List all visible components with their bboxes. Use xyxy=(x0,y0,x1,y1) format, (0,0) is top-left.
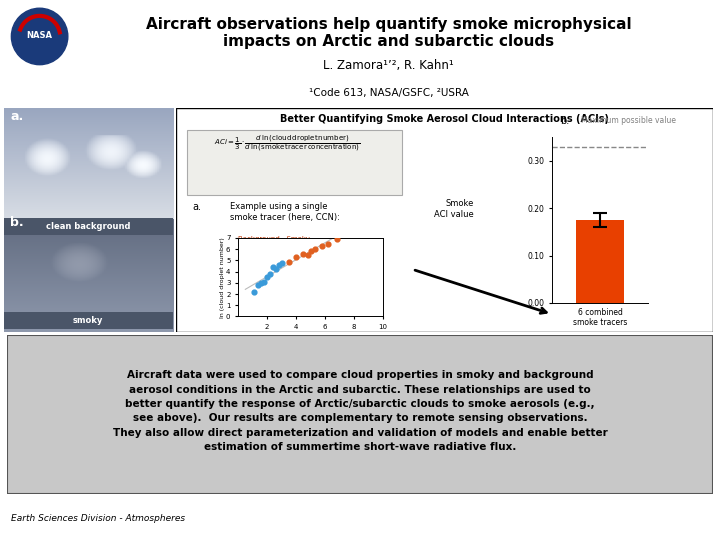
Text: a.: a. xyxy=(192,202,202,212)
Bar xyxy=(576,220,624,303)
Text: Better Quantifying Smoke Aerosol Cloud Interactions (ACIs): Better Quantifying Smoke Aerosol Cloud I… xyxy=(280,113,609,124)
Point xyxy=(297,249,309,258)
FancyBboxPatch shape xyxy=(187,130,402,195)
Point xyxy=(305,247,316,256)
Point xyxy=(302,251,313,259)
Text: Example using a single
smoke tracer (here, CCN):: Example using a single smoke tracer (her… xyxy=(230,202,340,221)
Point xyxy=(322,239,333,248)
Text: Earth Sciences Division - Atmospheres: Earth Sciences Division - Atmospheres xyxy=(11,514,185,523)
Text: Maximum possible value: Maximum possible value xyxy=(581,116,676,125)
Text: L. Zamora¹’², R. Kahn¹: L. Zamora¹’², R. Kahn¹ xyxy=(323,59,454,72)
Text: NASA: NASA xyxy=(27,31,53,40)
FancyBboxPatch shape xyxy=(176,108,713,332)
Point xyxy=(270,265,282,274)
Point xyxy=(316,241,328,250)
FancyBboxPatch shape xyxy=(4,312,173,329)
Point xyxy=(267,263,279,272)
Point xyxy=(256,279,267,287)
Point xyxy=(330,235,342,244)
Y-axis label: ln (cloud droplet number): ln (cloud droplet number) xyxy=(220,237,225,318)
Text: impacts on Arctic and subarctic clouds: impacts on Arctic and subarctic clouds xyxy=(223,34,554,49)
Text: Smoke
ACI value: Smoke ACI value xyxy=(434,199,474,219)
Circle shape xyxy=(12,8,68,65)
Point xyxy=(253,281,264,289)
Point xyxy=(248,287,260,296)
Point xyxy=(273,260,284,269)
Point xyxy=(283,257,294,266)
Text: ¹Code 613, NASA/GSFC, ²USRA: ¹Code 613, NASA/GSFC, ²USRA xyxy=(309,88,469,98)
Text: clean background: clean background xyxy=(46,222,130,231)
Text: b.: b. xyxy=(560,116,570,126)
Text: Background,  Smoky: Background, Smoky xyxy=(238,236,310,242)
FancyBboxPatch shape xyxy=(7,335,713,494)
Text: a.: a. xyxy=(10,110,24,123)
Point xyxy=(264,269,276,278)
Text: b.: b. xyxy=(10,215,24,228)
Point xyxy=(258,278,270,286)
Point xyxy=(309,245,320,253)
FancyBboxPatch shape xyxy=(4,218,173,234)
Text: smoky: smoky xyxy=(73,316,104,325)
Point xyxy=(261,273,273,281)
Text: $\mathit{ACi} = \dfrac{1}{3} \cdot \dfrac{d\,\mathrm{ln}\,\mathrm{(cloud\,drople: $\mathit{ACi} = \dfrac{1}{3} \cdot \dfra… xyxy=(214,134,360,153)
Point xyxy=(276,258,287,267)
Text: Aircraft observations help quantify smoke microphysical: Aircraft observations help quantify smok… xyxy=(146,17,631,32)
Text: Aircraft data were used to compare cloud properties in smoky and background
aero: Aircraft data were used to compare cloud… xyxy=(112,370,608,453)
X-axis label: ln(CCN): ln(CCN) xyxy=(297,335,324,342)
Point xyxy=(290,253,302,261)
